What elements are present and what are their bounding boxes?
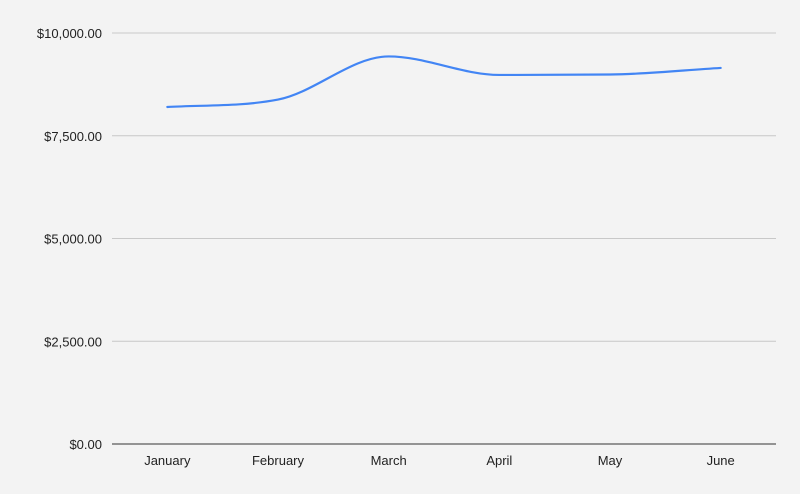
y-tick-label: $5,000.00 (44, 232, 102, 247)
x-tick-label: May (598, 453, 623, 468)
data-point-january (164, 104, 170, 110)
series-lines (164, 53, 724, 110)
y-tick-label: $0.00 (69, 437, 102, 452)
y-tick-label: $10,000.00 (37, 26, 102, 41)
y-axis-tick-labels: $0.00 $2,500.00 $5,000.00 $7,500.00 $10,000.… (37, 26, 102, 452)
x-tick-label: February (252, 453, 305, 468)
x-tick-label: April (486, 453, 512, 468)
data-point-june (718, 65, 724, 71)
data-point-april (496, 72, 502, 78)
gridlines (112, 32, 776, 445)
data-point-march (386, 53, 392, 59)
series-line (166, 55, 722, 109)
data-point-february (275, 97, 281, 103)
y-tick-label: $2,500.00 (44, 334, 102, 349)
data-point-may (607, 72, 613, 78)
y-tick-label: $7,500.00 (44, 129, 102, 144)
x-tick-label: June (707, 453, 735, 468)
x-tick-label: March (371, 453, 407, 468)
x-axis-tick-labels: January February March April May June (144, 453, 735, 468)
x-tick-label: January (144, 453, 191, 468)
